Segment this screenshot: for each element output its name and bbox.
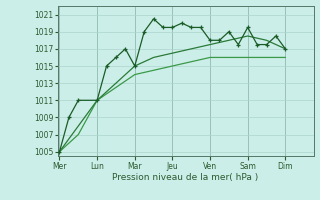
X-axis label: Pression niveau de la mer( hPa ): Pression niveau de la mer( hPa ) xyxy=(112,173,259,182)
